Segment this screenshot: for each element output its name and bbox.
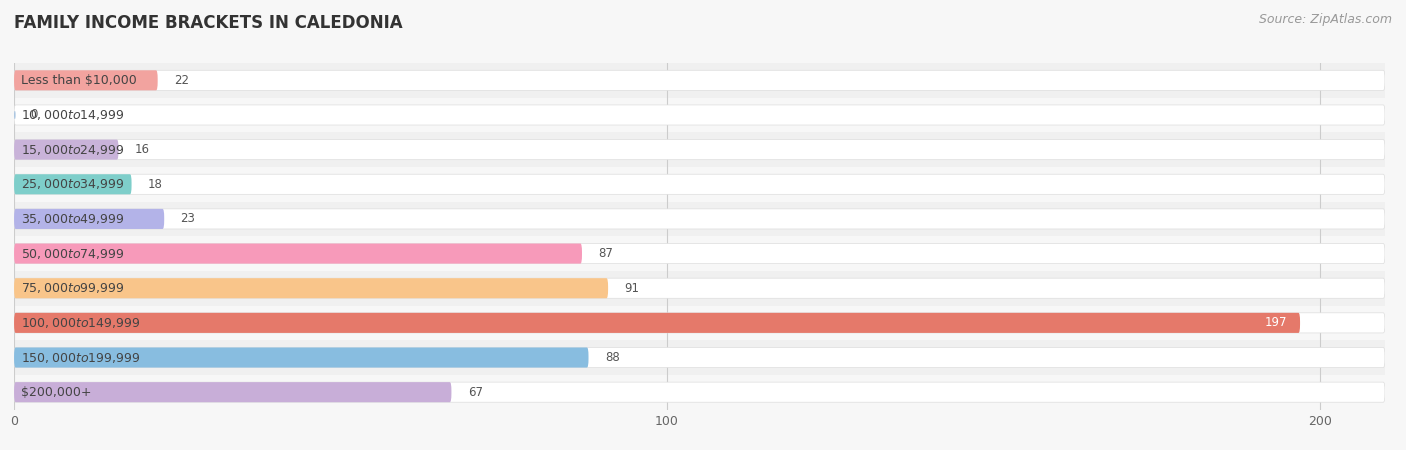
FancyBboxPatch shape (14, 140, 118, 160)
FancyBboxPatch shape (14, 313, 1385, 333)
Bar (14, 306, 1385, 340)
Text: $50,000 to $74,999: $50,000 to $74,999 (21, 247, 124, 261)
Text: 67: 67 (468, 386, 482, 399)
FancyBboxPatch shape (14, 313, 1301, 333)
Text: FAMILY INCOME BRACKETS IN CALEDONIA: FAMILY INCOME BRACKETS IN CALEDONIA (14, 14, 402, 32)
Text: 0: 0 (31, 108, 38, 122)
FancyBboxPatch shape (14, 347, 589, 368)
Text: $25,000 to $34,999: $25,000 to $34,999 (21, 177, 124, 191)
Bar (14, 271, 1385, 306)
Bar (14, 167, 1385, 202)
FancyBboxPatch shape (14, 70, 1385, 90)
Text: 87: 87 (599, 247, 613, 260)
FancyBboxPatch shape (14, 243, 582, 264)
Text: 197: 197 (1264, 316, 1286, 329)
Text: 18: 18 (148, 178, 163, 191)
Text: $10,000 to $14,999: $10,000 to $14,999 (21, 108, 124, 122)
FancyBboxPatch shape (14, 382, 451, 402)
FancyBboxPatch shape (14, 174, 132, 194)
Text: $200,000+: $200,000+ (21, 386, 91, 399)
Bar (14, 63, 1385, 98)
FancyBboxPatch shape (14, 278, 609, 298)
FancyBboxPatch shape (14, 382, 1385, 402)
Bar (14, 375, 1385, 410)
Text: $150,000 to $199,999: $150,000 to $199,999 (21, 351, 141, 364)
Bar (14, 236, 1385, 271)
Text: $75,000 to $99,999: $75,000 to $99,999 (21, 281, 124, 295)
FancyBboxPatch shape (14, 209, 165, 229)
Text: 23: 23 (180, 212, 195, 225)
FancyBboxPatch shape (14, 70, 157, 90)
Bar (14, 98, 1385, 132)
Text: $15,000 to $24,999: $15,000 to $24,999 (21, 143, 124, 157)
Text: Source: ZipAtlas.com: Source: ZipAtlas.com (1258, 14, 1392, 27)
Text: 88: 88 (605, 351, 620, 364)
Bar (14, 340, 1385, 375)
Bar (14, 202, 1385, 236)
FancyBboxPatch shape (14, 243, 1385, 264)
FancyBboxPatch shape (14, 140, 1385, 160)
FancyBboxPatch shape (14, 278, 1385, 298)
Text: $100,000 to $149,999: $100,000 to $149,999 (21, 316, 141, 330)
Text: 22: 22 (174, 74, 188, 87)
FancyBboxPatch shape (14, 174, 1385, 194)
FancyBboxPatch shape (14, 105, 1385, 125)
Text: Less than $10,000: Less than $10,000 (21, 74, 136, 87)
Bar (14, 132, 1385, 167)
FancyBboxPatch shape (14, 347, 1385, 368)
Text: 16: 16 (135, 143, 150, 156)
Text: $35,000 to $49,999: $35,000 to $49,999 (21, 212, 124, 226)
Text: 91: 91 (624, 282, 640, 295)
FancyBboxPatch shape (14, 209, 1385, 229)
FancyBboxPatch shape (14, 111, 15, 119)
